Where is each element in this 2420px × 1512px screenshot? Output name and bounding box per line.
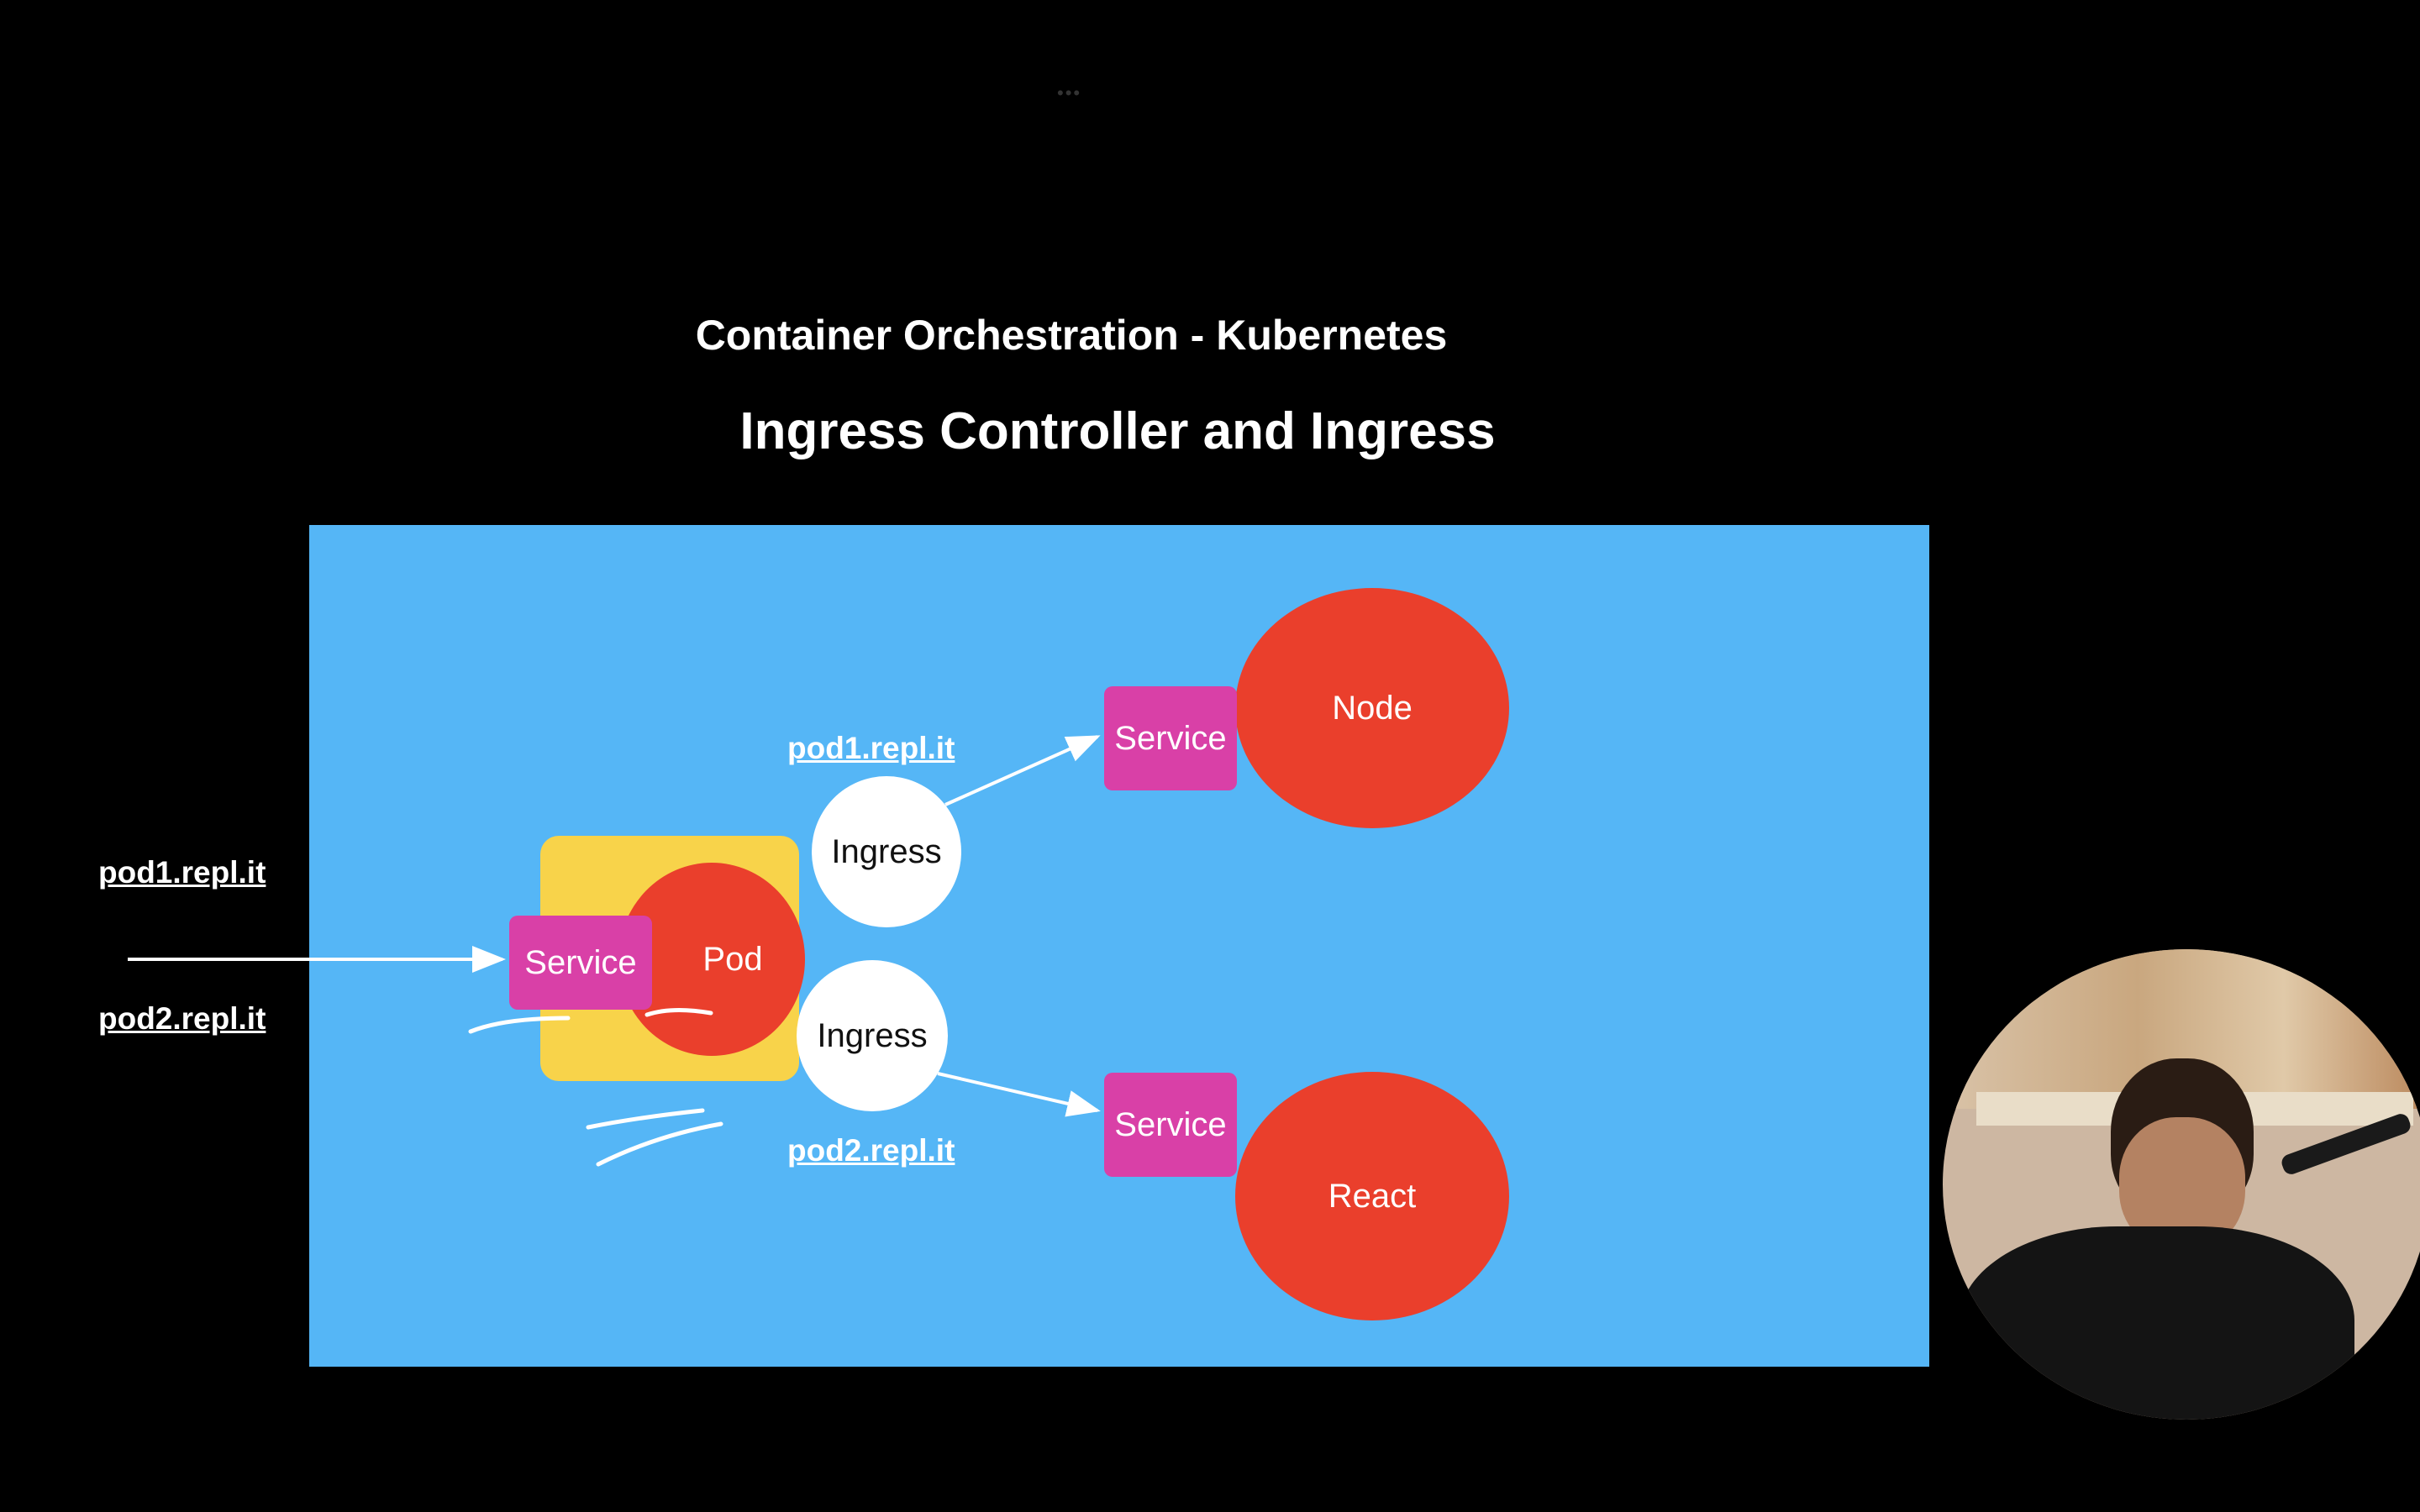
node-label: Node <box>1332 689 1413 727</box>
pod-label: Pod <box>702 940 763 978</box>
service-top-box: Service <box>1104 686 1237 790</box>
window-dots: ••• <box>1057 82 1082 103</box>
route-host-top: pod1.repl.it <box>787 731 955 765</box>
slide-subtitle: Container Orchestration - Kubernetes <box>695 312 1448 359</box>
route-host-bottom: pod2.repl.it <box>787 1133 955 1168</box>
entry-service-box: Service <box>509 916 652 1010</box>
service-bottom-box: Service <box>1104 1073 1237 1177</box>
node-circle: Node <box>1235 588 1509 828</box>
host-label-pod2: pod2.repl.it <box>98 1001 266 1036</box>
ingress-top-label: Ingress <box>831 832 942 870</box>
presenter-webcam <box>1943 949 2420 1420</box>
service-bottom-label: Service <box>1114 1105 1227 1143</box>
entry-service-label: Service <box>524 943 637 981</box>
service-top-label: Service <box>1114 719 1227 757</box>
react-circle: React <box>1235 1072 1509 1320</box>
ingress-bottom-label: Ingress <box>817 1016 928 1054</box>
ingress-bottom-circle: Ingress <box>797 960 948 1111</box>
ingress-top-circle: Ingress <box>812 776 961 927</box>
react-label: React <box>1328 1177 1417 1215</box>
host-label-pod1: pod1.repl.it <box>98 855 266 890</box>
slide-title: Ingress Controller and Ingress <box>739 402 1496 460</box>
presenter-body <box>1960 1226 2354 1420</box>
